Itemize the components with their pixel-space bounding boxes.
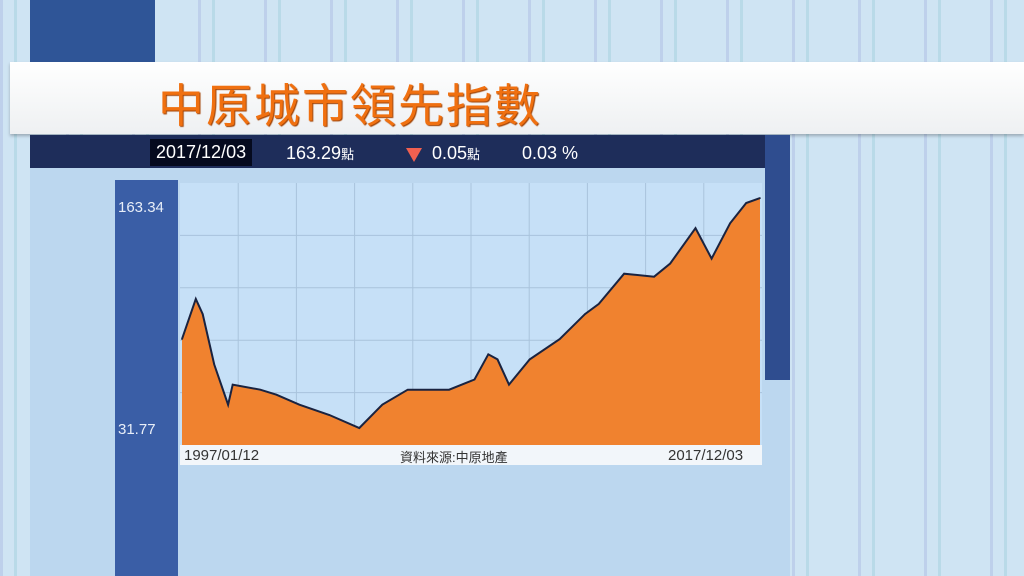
data-point (406, 388, 409, 391)
stats-change: 0.05點 (432, 143, 480, 164)
data-point (358, 427, 361, 429)
data-point (584, 313, 586, 315)
data-point (213, 363, 216, 366)
y-max-label: 163.34 (118, 199, 164, 216)
source-label: 資料來源:中原地產 (400, 450, 508, 465)
y-min-label: 31.77 (118, 421, 156, 438)
header-accent-block (30, 0, 155, 62)
data-point (623, 272, 625, 275)
data-point (496, 358, 499, 361)
data-point (528, 358, 531, 361)
series-line (181, 197, 761, 430)
area-chart (180, 183, 762, 445)
data-point (759, 197, 761, 199)
data-point (729, 222, 731, 225)
data-point (745, 202, 747, 204)
panel-side-stripe (765, 135, 790, 380)
data-point (694, 227, 697, 230)
data-point (473, 378, 476, 381)
stats-date: 2017/12/03 (150, 139, 253, 166)
data-point (669, 262, 671, 265)
x-start-label: 1997/01/12 (184, 447, 260, 464)
data-point (298, 403, 301, 406)
area-fill (182, 198, 760, 445)
data-point (598, 303, 600, 305)
data-point (181, 338, 183, 340)
x-axis-strip (180, 445, 762, 465)
index-value: 163.29 (286, 143, 342, 163)
change-value: 0.05 (432, 143, 468, 163)
data-point (653, 275, 655, 278)
data-point (227, 403, 229, 406)
stats-change-pct: 0.03 % (522, 143, 579, 163)
data-point (508, 383, 510, 386)
data-point (195, 298, 197, 300)
x-end-label: 2017/12/03 (668, 447, 744, 464)
data-point (487, 353, 490, 356)
data-point (710, 257, 713, 260)
y-axis-panel (115, 180, 178, 576)
data-point (259, 388, 262, 391)
data-point (328, 414, 331, 416)
down-arrow-icon (406, 148, 422, 162)
value-unit: 點 (341, 147, 355, 162)
data-point (558, 338, 561, 340)
data-point (231, 383, 234, 386)
data-point (381, 403, 384, 406)
data-point (201, 313, 204, 315)
stats-value: 163.29點 (286, 143, 354, 164)
change-unit: 點 (467, 147, 481, 162)
data-point (275, 393, 278, 396)
data-point (448, 388, 450, 391)
title-banner (10, 62, 1024, 134)
page-title: 中原城市領先指數 (158, 79, 542, 133)
